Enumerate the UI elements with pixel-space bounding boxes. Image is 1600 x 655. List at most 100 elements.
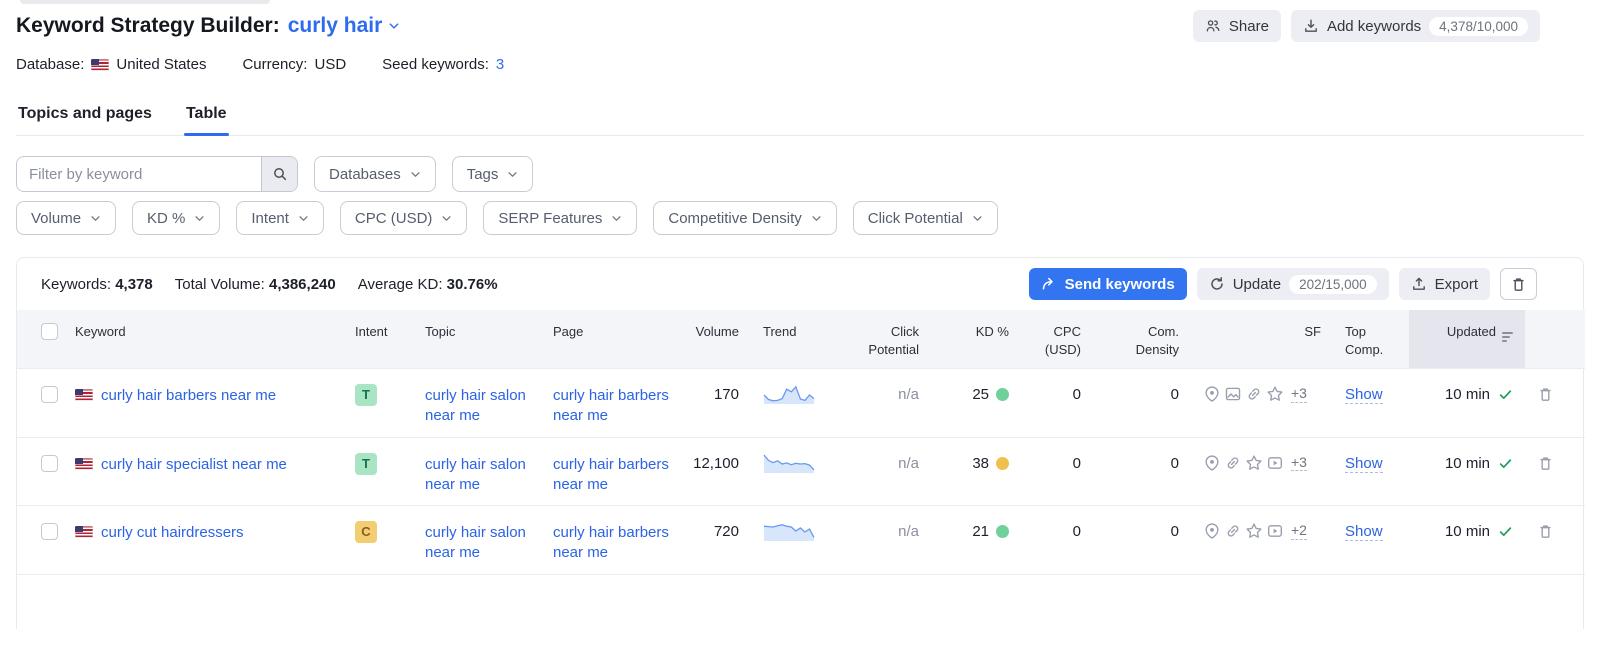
delete-selected-button[interactable] (1500, 268, 1537, 300)
chevron-down-icon (388, 20, 400, 32)
send-keywords-button[interactable]: Send keywords (1028, 268, 1187, 300)
keyword-link[interactable]: curly hair specialist near me (101, 455, 287, 473)
seed-keywords-count[interactable]: 3 (495, 56, 505, 73)
page-title-text: Keyword Strategy Builder: (16, 14, 280, 37)
click-potential-filter-label: Click Potential (867, 209, 963, 227)
seed-keywords-meta: Seed keywords: 3 (382, 56, 504, 73)
volume-filter-dropdown[interactable]: Volume (16, 201, 117, 235)
table-row: curly hair barbers near me T curly hair … (17, 368, 1585, 438)
send-keywords-label: Send keywords (1064, 275, 1175, 293)
currency-meta: Currency: USD (242, 56, 346, 73)
select-all-checkbox[interactable] (41, 323, 58, 340)
competitive-density-filter-dropdown[interactable]: Competitive Density (653, 201, 837, 235)
intent-filter-dropdown[interactable]: Intent (236, 201, 324, 235)
databases-dropdown[interactable]: Databases (314, 156, 436, 192)
volume-value: 170 (681, 368, 751, 438)
location-pin-icon (1203, 454, 1221, 472)
row-trash-icon[interactable] (1537, 386, 1554, 403)
col-header-volume[interactable]: Volume (681, 310, 751, 369)
kd-difficulty-dot (996, 525, 1009, 539)
click-potential-value: n/a (843, 368, 931, 438)
check-icon (1498, 524, 1513, 539)
summary-bar: Keywords: 4,378 Total Volume: 4,386,240 … (17, 258, 1583, 310)
col-header-com-density[interactable]: Com. Density (1093, 310, 1191, 369)
average-kd-stat: Average KD: 30.76% (357, 275, 498, 293)
kd-difficulty-dot (996, 456, 1009, 470)
sf-more-badge[interactable]: +2 (1291, 522, 1307, 540)
tab-topics-and-pages[interactable]: Topics and pages (18, 105, 152, 122)
updated-cell: 10 min (1445, 523, 1513, 540)
col-header-keyword[interactable]: Keyword (63, 310, 343, 369)
intent-badge: T (355, 452, 377, 475)
topic-link[interactable]: curly hair salon near me (425, 524, 526, 562)
kd-value-wrap: 21 (972, 523, 1009, 540)
updated-value: 10 min (1444, 523, 1490, 541)
tags-dropdown[interactable]: Tags (451, 156, 534, 192)
topic-link[interactable]: curly hair salon near me (425, 387, 526, 425)
col-header-intent[interactable]: Intent (343, 310, 413, 369)
cpc-filter-dropdown[interactable]: CPC (USD) (339, 201, 468, 235)
database-meta: Database: United States (16, 56, 206, 73)
cpc-value: 0 (1021, 436, 1093, 506)
sf-more-badge[interactable]: +3 (1291, 453, 1307, 472)
video-icon (1266, 522, 1284, 540)
keyword-filter-input[interactable] (17, 157, 261, 191)
keyword-search-button[interactable] (261, 157, 297, 191)
keyword-link[interactable]: curly cut hairdressers (101, 524, 244, 542)
top-comp-show-link[interactable]: Show (1345, 454, 1383, 473)
top-comp-show-link[interactable]: Show (1345, 523, 1383, 542)
updated-value: 10 min (1444, 454, 1490, 472)
export-button[interactable]: Export (1398, 268, 1490, 300)
sf-more-badge[interactable]: +3 (1291, 385, 1307, 403)
header-actions: Share Add keywords 4,378/10,000 (1192, 10, 1540, 42)
keyword-link[interactable]: curly hair barbers near me (101, 387, 277, 405)
page-link[interactable]: curly hair barbers near me (553, 524, 669, 562)
sort-desc-icon[interactable] (1502, 332, 1513, 342)
col-header-sf[interactable]: SF (1191, 310, 1333, 369)
tab-table[interactable]: Table (183, 99, 229, 136)
topic-link[interactable]: curly hair salon near me (425, 455, 526, 493)
row-trash-icon[interactable] (1537, 455, 1554, 472)
row-checkbox[interactable] (41, 386, 58, 404)
cpc-filter-label: CPC (USD) (354, 209, 433, 227)
database-value: United States (116, 56, 207, 73)
col-header-page[interactable]: Page (541, 310, 681, 369)
update-button[interactable]: Update 202/15,000 (1196, 268, 1389, 300)
share-label: Share (1228, 17, 1269, 35)
chevron-down-icon (441, 213, 452, 224)
filter-row-1: Databases Tags (16, 156, 1584, 192)
serp-features: +3 (1203, 385, 1321, 403)
add-keywords-button[interactable]: Add keywords 4,378/10,000 (1290, 10, 1540, 42)
serp-features-filter-dropdown[interactable]: SERP Features (483, 201, 638, 235)
download-icon (1303, 18, 1319, 34)
col-header-click-potential[interactable]: Click Potential (843, 310, 931, 369)
updated-cell: 10 min (1445, 386, 1513, 403)
kd-filter-dropdown[interactable]: KD % (132, 201, 221, 235)
page-header: Keyword Strategy Builder: curly hair Sha… (16, 10, 1584, 42)
serp-features: +3 (1203, 454, 1321, 472)
col-header-top-comp[interactable]: Top Comp. (1333, 310, 1409, 369)
col-header-kd[interactable]: KD % (931, 310, 1021, 369)
page-title: Keyword Strategy Builder: curly hair (16, 10, 400, 38)
col-header-topic[interactable]: Topic (413, 310, 541, 369)
col-header-cpc[interactable]: CPC (USD) (1021, 310, 1093, 369)
share-people-icon (1205, 18, 1221, 34)
col-header-updated[interactable]: Updated (1409, 310, 1525, 369)
row-checkbox[interactable] (41, 523, 58, 541)
click-potential-filter-dropdown[interactable]: Click Potential (852, 201, 998, 235)
volume-filter-label: Volume (31, 209, 82, 227)
summary-actions: Send keywords Update 202/15,000 Export (1028, 268, 1537, 300)
location-pin-icon (1203, 522, 1221, 540)
share-button[interactable]: Share (1192, 10, 1281, 42)
row-checkbox[interactable] (41, 454, 58, 472)
keywords-table: Keyword Intent Topic Page Volume Trend C… (17, 310, 1585, 575)
row-trash-icon[interactable] (1537, 523, 1554, 540)
top-comp-show-link[interactable]: Show (1345, 386, 1383, 405)
page-link[interactable]: curly hair barbers near me (553, 387, 669, 425)
page-link[interactable]: curly hair barbers near me (553, 455, 669, 493)
col-header-trend[interactable]: Trend (751, 310, 843, 369)
updated-cell: 10 min (1445, 455, 1513, 472)
chevron-down-icon (972, 213, 983, 224)
project-switcher[interactable]: curly hair (288, 14, 401, 38)
